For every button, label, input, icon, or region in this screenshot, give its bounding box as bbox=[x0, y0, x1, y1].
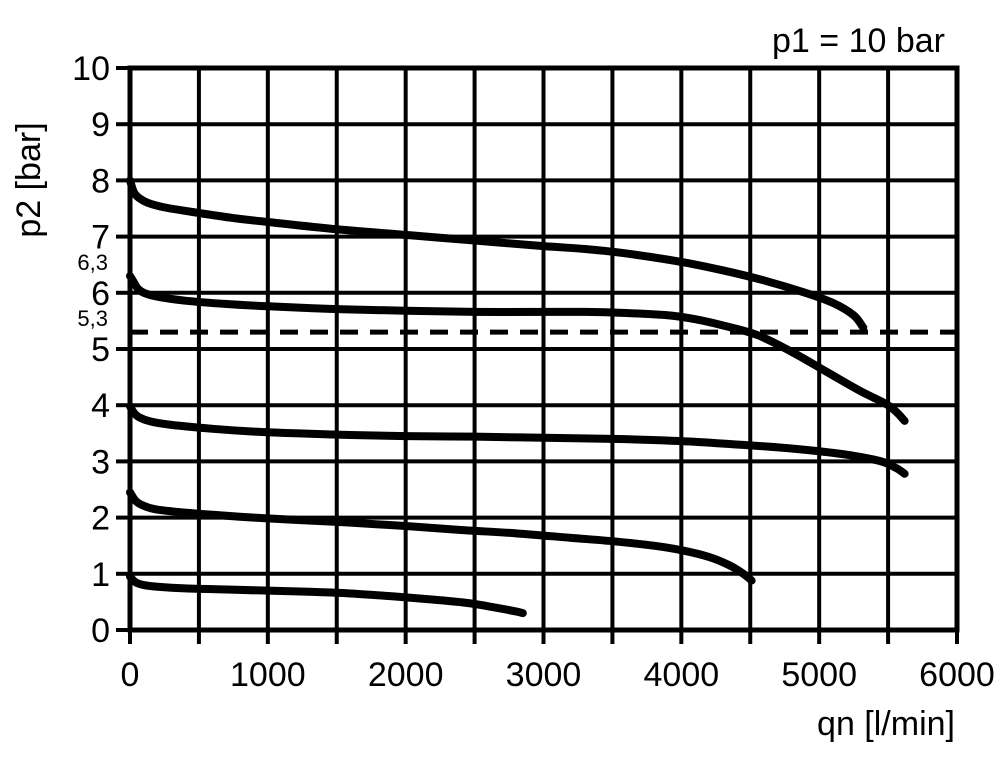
curve-p2_set_6_3_bar bbox=[126, 271, 909, 425]
y-tick-label: 9 bbox=[91, 106, 110, 144]
annotation-setpoint-5-3: 5,3 bbox=[77, 306, 108, 331]
y-axis-title: p2 [bar] bbox=[10, 122, 48, 237]
y-tick-label: 5 bbox=[91, 331, 110, 369]
curve-p2_set_4_0_bar bbox=[126, 402, 909, 478]
chart-title: p1 = 10 bar bbox=[772, 22, 945, 60]
x-tick-label: 5000 bbox=[781, 656, 857, 694]
curve-p2_set_8_0_bar bbox=[126, 176, 868, 332]
curve-p2_set_1_0_bar bbox=[126, 572, 527, 618]
y-tick-label: 1 bbox=[91, 556, 110, 594]
x-tick-label: 4000 bbox=[644, 656, 720, 694]
annotation-setpoint-6-3: 6,3 bbox=[77, 250, 108, 275]
x-tick-label: 2000 bbox=[368, 656, 444, 694]
y-tick-label: 7 bbox=[91, 219, 110, 257]
x-axis-title: qn [l/min] bbox=[817, 705, 955, 743]
y-tick-label: 6 bbox=[91, 275, 110, 313]
curve-layer bbox=[126, 176, 909, 618]
grid-layer bbox=[128, 66, 959, 632]
y-tick-label: 3 bbox=[91, 443, 110, 481]
y-tick-label: 8 bbox=[91, 162, 110, 200]
x-tick-label: 6000 bbox=[919, 656, 995, 694]
y-tick-label: 10 bbox=[72, 50, 110, 88]
y-tick-label: 0 bbox=[91, 612, 110, 650]
x-tick-label: 0 bbox=[121, 656, 140, 694]
axis-label-layer: 0 1 2 3 4 5 6 7 8 9 10 0 1000 2000 3000 4000 5000 6000 6,3… bbox=[72, 50, 995, 694]
x-tick-label: 1000 bbox=[230, 656, 306, 694]
y-tick-label: 4 bbox=[91, 387, 110, 425]
curve-p2_set_2_45_bar bbox=[126, 488, 756, 585]
x-tick-label: 3000 bbox=[506, 656, 582, 694]
y-tick-label: 2 bbox=[91, 500, 110, 538]
plot-frame bbox=[127, 65, 960, 633]
